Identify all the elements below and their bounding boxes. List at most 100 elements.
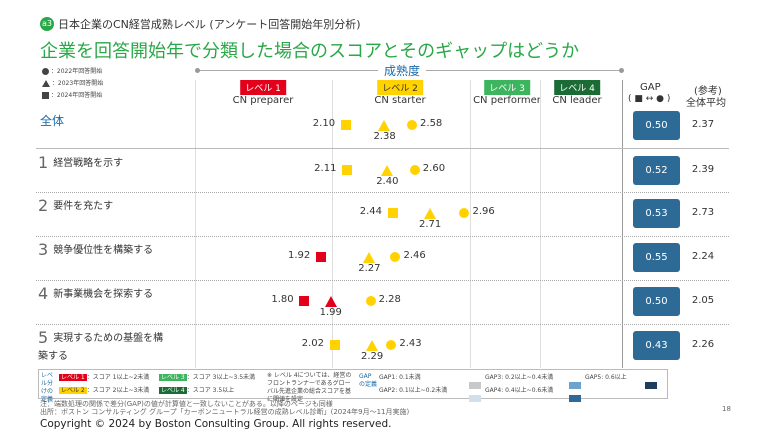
avg-header: (参考) [694,86,722,97]
square-marker [387,208,398,218]
overall-average: 2.05 [691,295,715,306]
gap-swatch-medium [569,387,581,406]
overall-average: 2.24 [691,251,715,262]
circle-value: 2.28 [378,294,401,305]
gap4-swatch [469,387,481,406]
gap-badge: 0.52 [633,156,680,185]
level-1-name: CN preparer [232,95,294,106]
copyright: Copyright © 2024 by Boston Consulting Gr… [40,418,392,430]
circle-icon [42,68,49,75]
square-icon [42,92,49,99]
square-value: 1.80 [271,294,294,305]
square-value: 2.10 [312,118,336,129]
gap-header: GAP [640,82,661,93]
square-marker [342,165,353,175]
gap-badge: 0.55 [633,243,680,272]
gap5-legend: GAP5: 0.6以上 [585,374,627,381]
gap4-legend: GAP4: 0.4以上~0.6未満 [485,387,554,394]
gap-badge: 0.53 [633,199,680,228]
gap-badge: 0.43 [633,331,680,360]
square-marker [340,120,351,130]
triangle-value: 2.71 [418,219,442,230]
level-legend-title: レベル分けの定義 [41,372,54,403]
gap-badge: 0.50 [633,111,680,140]
avg-header-sub: 全体平均 [686,98,726,109]
gap-legend-title: GAPの定義 [359,373,378,388]
triangle-marker [366,340,379,351]
row-label: 全体 [40,114,65,128]
page-number: 18 [722,405,731,413]
row-label: 1 経営戦略を示す [38,153,124,172]
footer-note: 注：端数処理の関係で差分(GAP)の値が計算値と一致しないことがある。以降のペー… [40,400,333,408]
square-marker [329,340,340,350]
triangle-marker [423,208,436,219]
axis-start-dot [195,68,200,73]
section-tag: a3 [40,17,54,31]
overall-average: 2.37 [691,119,715,130]
circle-marker [390,252,401,262]
gap-badge: 0.50 [633,287,680,316]
level-legend-3: レベル 3 ：スコア 3以上~3.5未満 [159,374,256,381]
level-1-badge: レベル 1 [240,80,286,95]
divider [36,148,729,149]
legend-2024: ：2024年回答開始 [42,90,102,99]
circle-marker [386,340,397,350]
level-4-badge: レベル 4 [554,80,600,95]
triangle-marker [378,120,391,131]
level-2-name: CN starter [374,95,426,106]
square-value: 2.11 [314,163,337,174]
row-label: 3 競争優位性を構築する [38,240,154,259]
level-3-name: CN performer [473,95,541,106]
circle-value: 2.43 [399,338,422,349]
level-4-name: CN leader [552,95,602,106]
level-legend-2: レベル 2 ：スコア 2以上~3未満 [59,387,150,394]
footer-source: 出所：ボストン コンサルティング グループ「カーボンニュートラル経営の成熟レベル… [40,408,410,416]
legend-box: レベル分けの定義 レベル 1 ：スコア 1以上~2未満 レベル 2 ：スコア 2以上… [38,369,668,403]
row-label: 5 実現するための基盤を構築する [38,328,164,362]
circle-value: 2.60 [422,163,446,174]
row-label: 2 要件を充たす [38,196,114,215]
circle-marker [459,208,470,218]
triangle-value: 2.40 [376,176,399,187]
legend-2023: ：2023年回答開始 [42,78,103,87]
circle-marker [409,165,420,175]
level-2-badge: レベル 2 [377,80,423,95]
gap2-legend: GAP2: 0.1以上~0.2未満 [379,387,448,394]
triangle-value: 1.99 [319,307,342,318]
gap3-swatch [469,374,481,393]
level-legend-1: レベル 1 ：スコア 1以上~2未満 [59,374,150,381]
overall-average: 2.26 [691,339,715,350]
legend-2022: ：2022年回答開始 [42,66,102,75]
circle-value: 2.46 [403,250,426,261]
level-note: ※ レベル 4については、経営のフロントランナーであるグローバル先進企業の総合ス… [267,372,352,403]
gap1-legend: GAP1: 0.1未満 [379,374,421,381]
row-label: 4 新事業機会を探索する [38,284,154,303]
gap-header-sub: ( ■ ↔ ● ) [628,94,671,104]
page-title: 企業を回答開始年で分類した場合のスコアとそのギャップはどうか [40,41,580,62]
circle-marker [407,120,418,130]
gap5-swatch [569,374,581,393]
level-3-badge: レベル 3 [484,80,530,95]
level-legend-4: レベル 4 ：スコア 3.5以上 [159,387,235,394]
square-value: 2.02 [301,338,325,349]
triangle-icon [42,80,50,87]
axis-title: 成熟度 [378,62,427,79]
axis-end-dot [619,68,624,73]
triangle-marker [381,165,394,176]
subtitle: 日本企業のCN経営成熟レベル (アンケート回答開始年別分析) [58,18,361,31]
triangle-marker [324,296,337,307]
circle-marker [365,296,376,306]
square-marker [299,296,310,306]
circle-value: 2.96 [472,206,495,217]
circle-value: 2.58 [420,118,443,129]
gap3-legend: GAP3: 0.2以上~0.4未満 [485,374,554,381]
gap-swatch-dark [645,374,657,393]
overall-average: 2.39 [691,164,715,175]
square-value: 2.44 [359,206,382,217]
square-marker [315,252,326,262]
triangle-value: 2.29 [361,351,384,362]
square-value: 1.92 [287,250,311,261]
triangle-value: 2.27 [358,263,381,274]
triangle-value: 2.38 [373,131,396,142]
triangle-marker [363,252,376,263]
